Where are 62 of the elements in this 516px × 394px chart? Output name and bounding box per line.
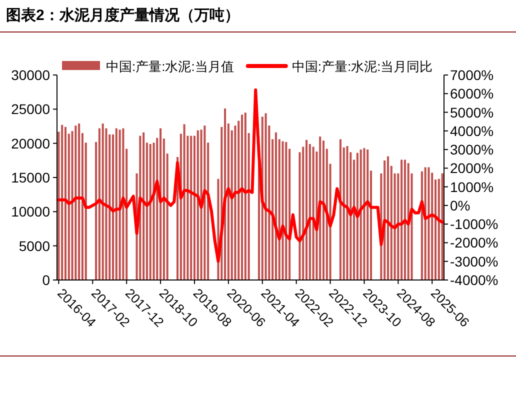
legend-label: 中国:产量:水泥:当月值 — [106, 59, 234, 74]
bar — [407, 163, 410, 280]
bar — [441, 173, 444, 280]
bar — [78, 124, 80, 280]
bar — [424, 167, 426, 280]
bar — [115, 128, 118, 280]
bar — [274, 132, 277, 280]
bar — [366, 149, 369, 280]
bar — [339, 139, 342, 280]
bar — [305, 140, 308, 280]
y2-tick-label: -1000% — [450, 216, 498, 232]
bar — [122, 128, 124, 280]
bar — [264, 113, 267, 280]
y-tick-label: 15000 — [11, 170, 50, 186]
y-tick-label: 20000 — [11, 135, 50, 152]
line-series — [57, 88, 444, 263]
bar — [356, 152, 358, 280]
y2-tick-label: 2000% — [450, 160, 494, 176]
bar — [200, 130, 202, 280]
bar — [404, 160, 406, 280]
bar — [160, 128, 162, 280]
bar — [61, 124, 64, 280]
y2-tick-label: -4000% — [450, 272, 498, 288]
bar — [308, 144, 311, 280]
bar — [102, 124, 104, 280]
bar — [118, 130, 121, 280]
y-tick-label: 10000 — [11, 204, 50, 220]
y2-tick-label: 7000% — [450, 67, 494, 83]
bar — [428, 167, 430, 280]
y2-tick-label: -3000% — [450, 253, 498, 270]
y2-tick-label: 5000% — [450, 104, 494, 120]
y-tick-label: 25000 — [11, 101, 50, 118]
bar — [282, 141, 284, 280]
bar — [64, 126, 67, 280]
bar — [204, 126, 206, 280]
bar — [322, 140, 325, 280]
bar — [244, 112, 246, 280]
legend-label: 中国:产量:水泥:当月同比 — [292, 59, 433, 74]
bar — [142, 132, 145, 280]
bar — [240, 114, 244, 280]
y2-tick-label: 3000% — [450, 142, 494, 158]
bar — [360, 149, 362, 280]
y2-tick-label: 6000% — [450, 86, 494, 102]
bar — [149, 144, 152, 280]
bar — [196, 130, 199, 280]
chart-title: 图表2：水泥月度产量情况（万吨） — [6, 6, 240, 24]
bar — [400, 160, 403, 280]
bar — [312, 146, 314, 280]
bar — [74, 126, 77, 280]
y2-tick-label: -2000% — [450, 234, 498, 251]
bar — [190, 136, 192, 280]
y-tick-label: 0 — [42, 272, 50, 288]
y2-tick-label: 0% — [450, 197, 470, 214]
y2-tick-label: 4000% — [450, 122, 494, 139]
y-tick-label: 30000 — [11, 67, 50, 83]
bar — [363, 148, 366, 280]
bar — [285, 142, 288, 280]
bar — [386, 156, 390, 280]
bar — [346, 146, 348, 280]
y2-tick-label: 1000% — [450, 178, 494, 195]
y-tick-label: 5000 — [18, 238, 50, 254]
bar — [183, 124, 186, 280]
